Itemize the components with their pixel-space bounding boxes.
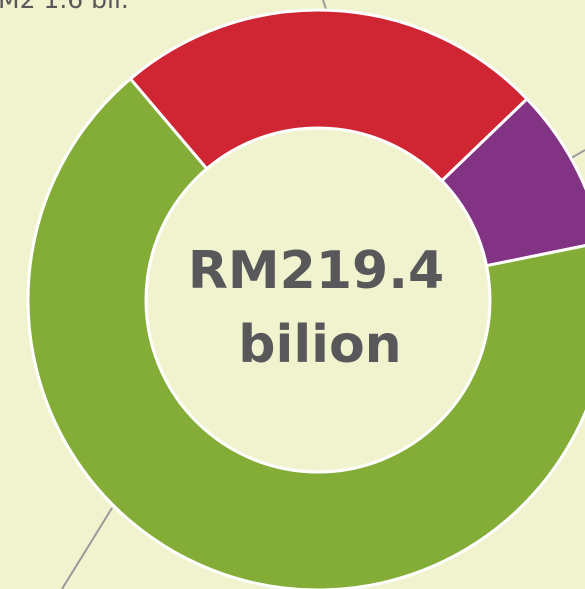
center-unit: bilion xyxy=(238,315,401,375)
center-value: RM219.4 xyxy=(188,241,444,301)
donut-hole xyxy=(144,126,492,474)
annotation: M2 1.6 bil. xyxy=(0,0,129,14)
leader-line xyxy=(61,507,113,589)
